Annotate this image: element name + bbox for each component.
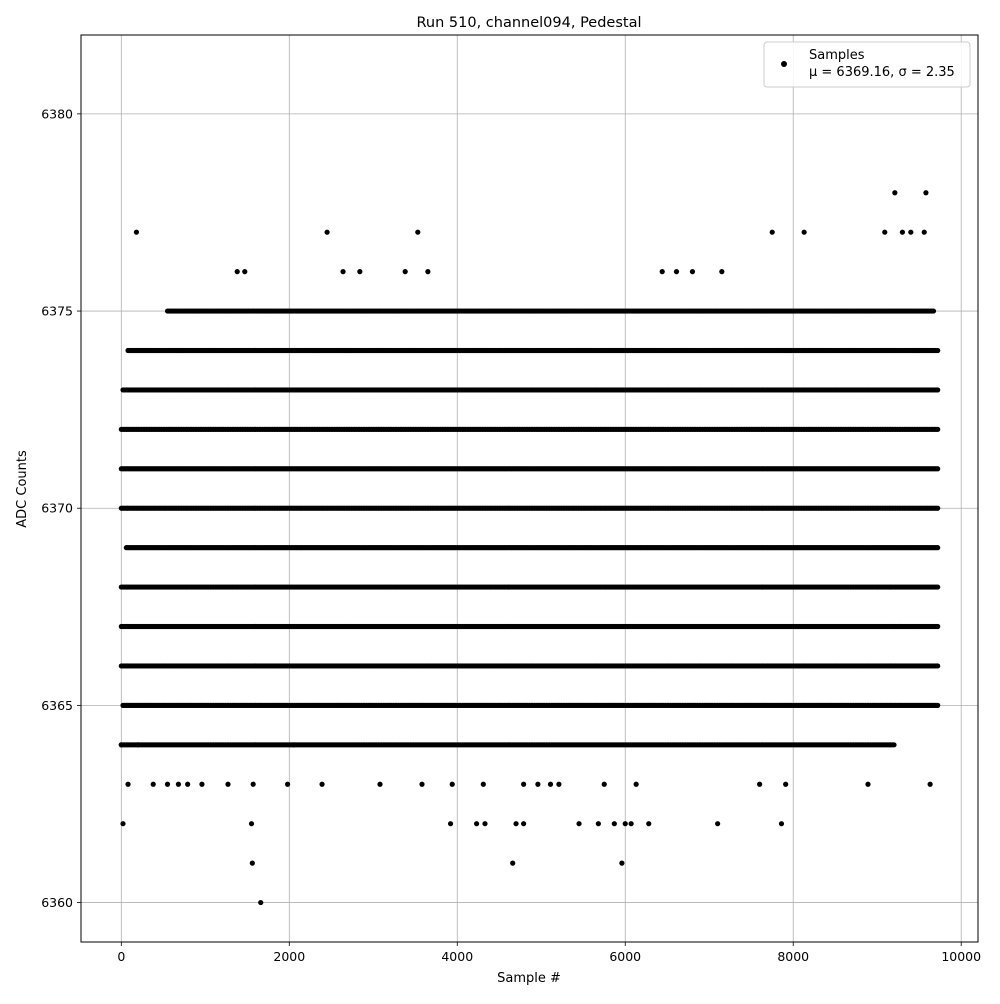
data-point <box>935 506 940 511</box>
data-point <box>935 584 940 589</box>
data-point <box>935 466 940 471</box>
data-point <box>935 663 940 668</box>
data-point <box>935 703 940 708</box>
data-point <box>935 545 940 550</box>
data-point <box>935 427 940 432</box>
data-point <box>935 387 940 392</box>
data-point <box>935 624 940 629</box>
data-point <box>935 348 940 353</box>
